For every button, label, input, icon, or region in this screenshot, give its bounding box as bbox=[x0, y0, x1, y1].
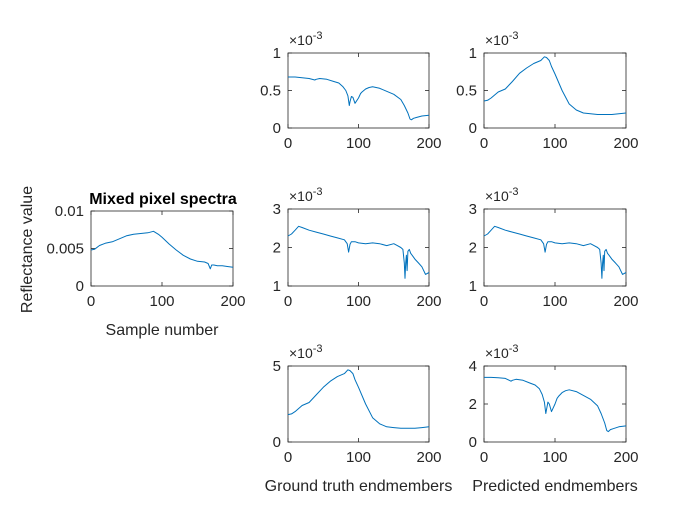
x-tick-label: 200 bbox=[416, 135, 441, 152]
y-exponent-label: ×10-3 bbox=[485, 30, 519, 48]
x-axis-label: Ground truth endmembers bbox=[265, 478, 453, 495]
axes-box bbox=[287, 208, 430, 287]
x-tick-label: 100 bbox=[542, 293, 567, 310]
panel-gt1: 0 100 200 0 0.5 1 ×10-3 bbox=[260, 30, 441, 152]
panel-gt3: 0 100 200 0 5 ×10-3 Ground truth endmembers bbox=[265, 343, 453, 495]
x-tick-label: 100 bbox=[346, 449, 371, 466]
y-tick-label: 2 bbox=[469, 240, 477, 257]
x-tick-label: 200 bbox=[613, 135, 638, 152]
y-tick-label: 1 bbox=[273, 278, 281, 295]
x-tick-label: 200 bbox=[416, 293, 441, 310]
y-tick-label: 0.5 bbox=[260, 83, 281, 100]
y-tick-label: 0.01 bbox=[55, 203, 84, 220]
y-tick-label: 0 bbox=[469, 120, 477, 137]
y-tick-label: 0 bbox=[469, 434, 477, 451]
panel-pred3: 0 100 200 0 2 4 ×10-3 Predicted endmembers bbox=[469, 343, 639, 495]
x-tick-label: 0 bbox=[480, 449, 488, 466]
spectrum-line bbox=[287, 369, 430, 429]
y-exponent-label: ×10-3 bbox=[289, 30, 323, 48]
y-tick-label: 1 bbox=[273, 45, 281, 62]
x-tick-label: 100 bbox=[149, 293, 174, 310]
y-tick-label: 3 bbox=[469, 201, 477, 218]
axes-box bbox=[90, 210, 234, 287]
spectrum-line bbox=[483, 225, 627, 279]
panel-pred2: 0 100 200 1 2 3 ×10-3 bbox=[469, 186, 639, 310]
spectrum-line bbox=[484, 376, 627, 433]
y-exponent-label: ×10-3 bbox=[289, 343, 323, 361]
y-tick-label: 0 bbox=[273, 120, 281, 137]
x-tick-label: 0 bbox=[284, 135, 292, 152]
panel-mixed: 0 100 200 0 0.005 0.01 Mixed pixel spectra Samp… bbox=[19, 186, 246, 339]
spectrum-line bbox=[90, 230, 234, 270]
axes-box bbox=[287, 52, 430, 129]
y-exponent-label: ×10-3 bbox=[289, 186, 323, 204]
spectrum-line bbox=[483, 56, 627, 115]
y-tick-label: 5 bbox=[273, 358, 281, 375]
x-tick-label: 100 bbox=[346, 293, 371, 310]
y-exponent-label: ×10-3 bbox=[485, 186, 519, 204]
panel-gt2: 0 100 200 1 2 3 ×10-3 bbox=[273, 186, 442, 310]
y-tick-label: 1 bbox=[469, 45, 477, 62]
x-tick-label: 100 bbox=[346, 135, 371, 152]
x-tick-label: 100 bbox=[542, 449, 567, 466]
spectrum-line bbox=[287, 225, 430, 279]
y-tick-label: 0 bbox=[76, 278, 84, 295]
x-tick-label: 0 bbox=[87, 293, 95, 310]
x-axis-label: Predicted endmembers bbox=[472, 478, 637, 495]
x-tick-label: 0 bbox=[284, 293, 292, 310]
y-tick-label: 0.5 bbox=[456, 83, 477, 100]
x-axis-label: Sample number bbox=[106, 322, 220, 339]
x-tick-label: 100 bbox=[542, 135, 567, 152]
x-tick-label: 0 bbox=[480, 135, 488, 152]
x-tick-label: 0 bbox=[284, 449, 292, 466]
x-tick-label: 200 bbox=[613, 449, 638, 466]
y-exponent-label: ×10-3 bbox=[485, 343, 519, 361]
chart-title: Mixed pixel spectra bbox=[89, 191, 237, 208]
axes-box bbox=[287, 365, 430, 443]
y-axis-label: Reflectance value bbox=[19, 186, 36, 313]
x-tick-label: 200 bbox=[416, 449, 441, 466]
y-tick-label: 0 bbox=[273, 434, 281, 451]
axes-box bbox=[483, 52, 627, 129]
y-tick-label: 3 bbox=[273, 201, 281, 218]
spectrum-line bbox=[288, 76, 430, 121]
axes-box bbox=[483, 208, 627, 287]
x-tick-label: 0 bbox=[480, 293, 488, 310]
y-tick-label: 1 bbox=[469, 278, 477, 295]
x-tick-label: 200 bbox=[220, 293, 245, 310]
y-tick-label: 0.005 bbox=[46, 241, 84, 258]
panel-pred1: 0 100 200 0 0.5 1 ×10-3 bbox=[456, 30, 638, 152]
y-tick-label: 2 bbox=[273, 240, 281, 257]
y-tick-label: 4 bbox=[469, 358, 477, 375]
y-tick-label: 2 bbox=[469, 396, 477, 413]
x-tick-label: 200 bbox=[613, 293, 638, 310]
